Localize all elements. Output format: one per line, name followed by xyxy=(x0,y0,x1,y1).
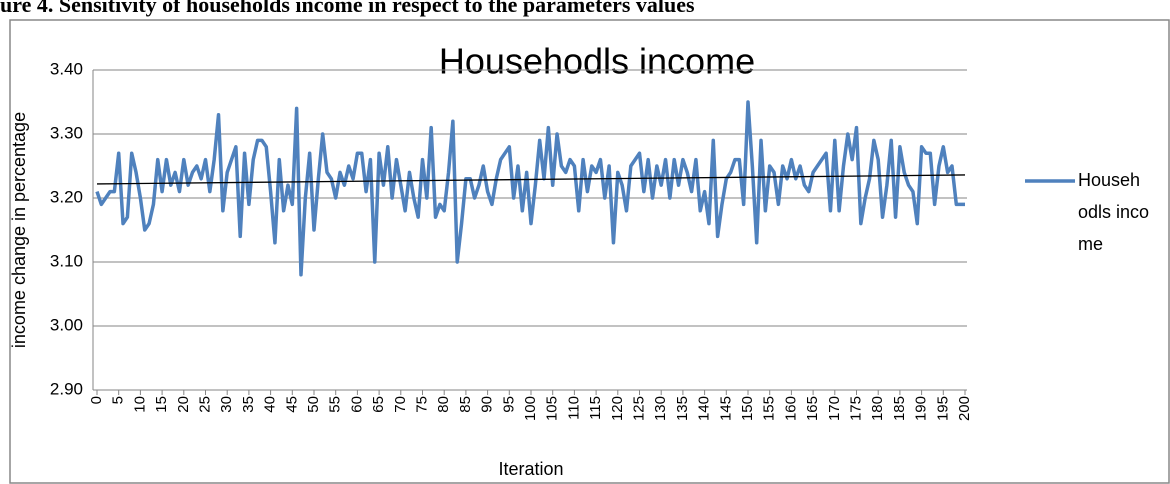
x-tick-label: 155 xyxy=(761,396,778,421)
x-tick-label: 195 xyxy=(934,396,951,421)
x-tick-label: 80 xyxy=(435,396,452,413)
x-tick-label: 115 xyxy=(587,396,604,420)
x-tick-label: 190 xyxy=(913,396,930,421)
chart-frame xyxy=(9,19,1170,484)
x-tick-label: 65 xyxy=(370,396,387,413)
x-tick-label: 165 xyxy=(804,396,821,421)
x-tick-label: 5 xyxy=(110,396,127,404)
x-tick-label: 0 xyxy=(88,396,105,404)
x-tick-label: 30 xyxy=(218,396,235,413)
y-tick-label: 2.90 xyxy=(50,379,83,398)
y-tick-label: 3.30 xyxy=(50,123,83,142)
x-tick-label: 75 xyxy=(413,396,430,413)
x-tick-label: 110 xyxy=(565,396,582,420)
trend-line xyxy=(96,174,966,185)
x-tick-label: 90 xyxy=(479,396,496,413)
x-tick-label: 135 xyxy=(674,396,691,421)
x-tick-label: 70 xyxy=(392,396,409,413)
x-tick-label: 125 xyxy=(630,396,647,421)
x-tick-label: 120 xyxy=(609,396,626,421)
x-tick-label: 105 xyxy=(544,396,561,421)
x-tick-label: 85 xyxy=(457,396,474,413)
x-tick-label: 145 xyxy=(717,396,734,421)
x-tick-label: 60 xyxy=(348,396,365,413)
x-tick-label: 40 xyxy=(262,396,279,413)
chart-title: Househodls income xyxy=(439,41,755,82)
y-axis-label: income change in percentage xyxy=(9,112,29,348)
x-tick-label: 45 xyxy=(283,396,300,413)
legend-label-box: Househodls income xyxy=(1078,170,1150,254)
x-tick-label: 100 xyxy=(522,396,539,421)
x-tick-label: 140 xyxy=(696,396,713,421)
x-tick-label: 175 xyxy=(847,396,864,421)
x-tick-label: 15 xyxy=(153,396,170,413)
x-tick-label: 95 xyxy=(500,396,517,413)
x-tick-label: 25 xyxy=(196,396,213,413)
figure-caption: ure 4. Sensitivity of households income … xyxy=(0,0,695,17)
x-tick-label: 50 xyxy=(305,396,322,413)
y-tick-label: 3.40 xyxy=(50,59,83,78)
x-tick-label: 55 xyxy=(327,396,344,413)
x-tick-label: 20 xyxy=(175,396,192,413)
series-line xyxy=(95,100,965,277)
x-tick-label: 10 xyxy=(131,396,148,413)
x-tick-label: 160 xyxy=(782,396,799,421)
y-tick-label: 3.10 xyxy=(50,251,83,270)
x-axis-label: Iteration xyxy=(498,459,563,479)
x-tick-label: 180 xyxy=(869,396,886,421)
x-tick-label: 185 xyxy=(891,396,908,421)
x-tick-label: 150 xyxy=(739,396,756,421)
x-tick-label: 170 xyxy=(826,396,843,421)
x-tick-label: 130 xyxy=(652,396,669,421)
x-tick-label: 35 xyxy=(240,396,257,413)
legend-label: Househodls income xyxy=(1078,170,1150,254)
y-tick-label: 3.00 xyxy=(50,315,83,334)
x-tick-label: 200 xyxy=(956,396,973,421)
y-tick-label: 3.20 xyxy=(50,187,83,206)
